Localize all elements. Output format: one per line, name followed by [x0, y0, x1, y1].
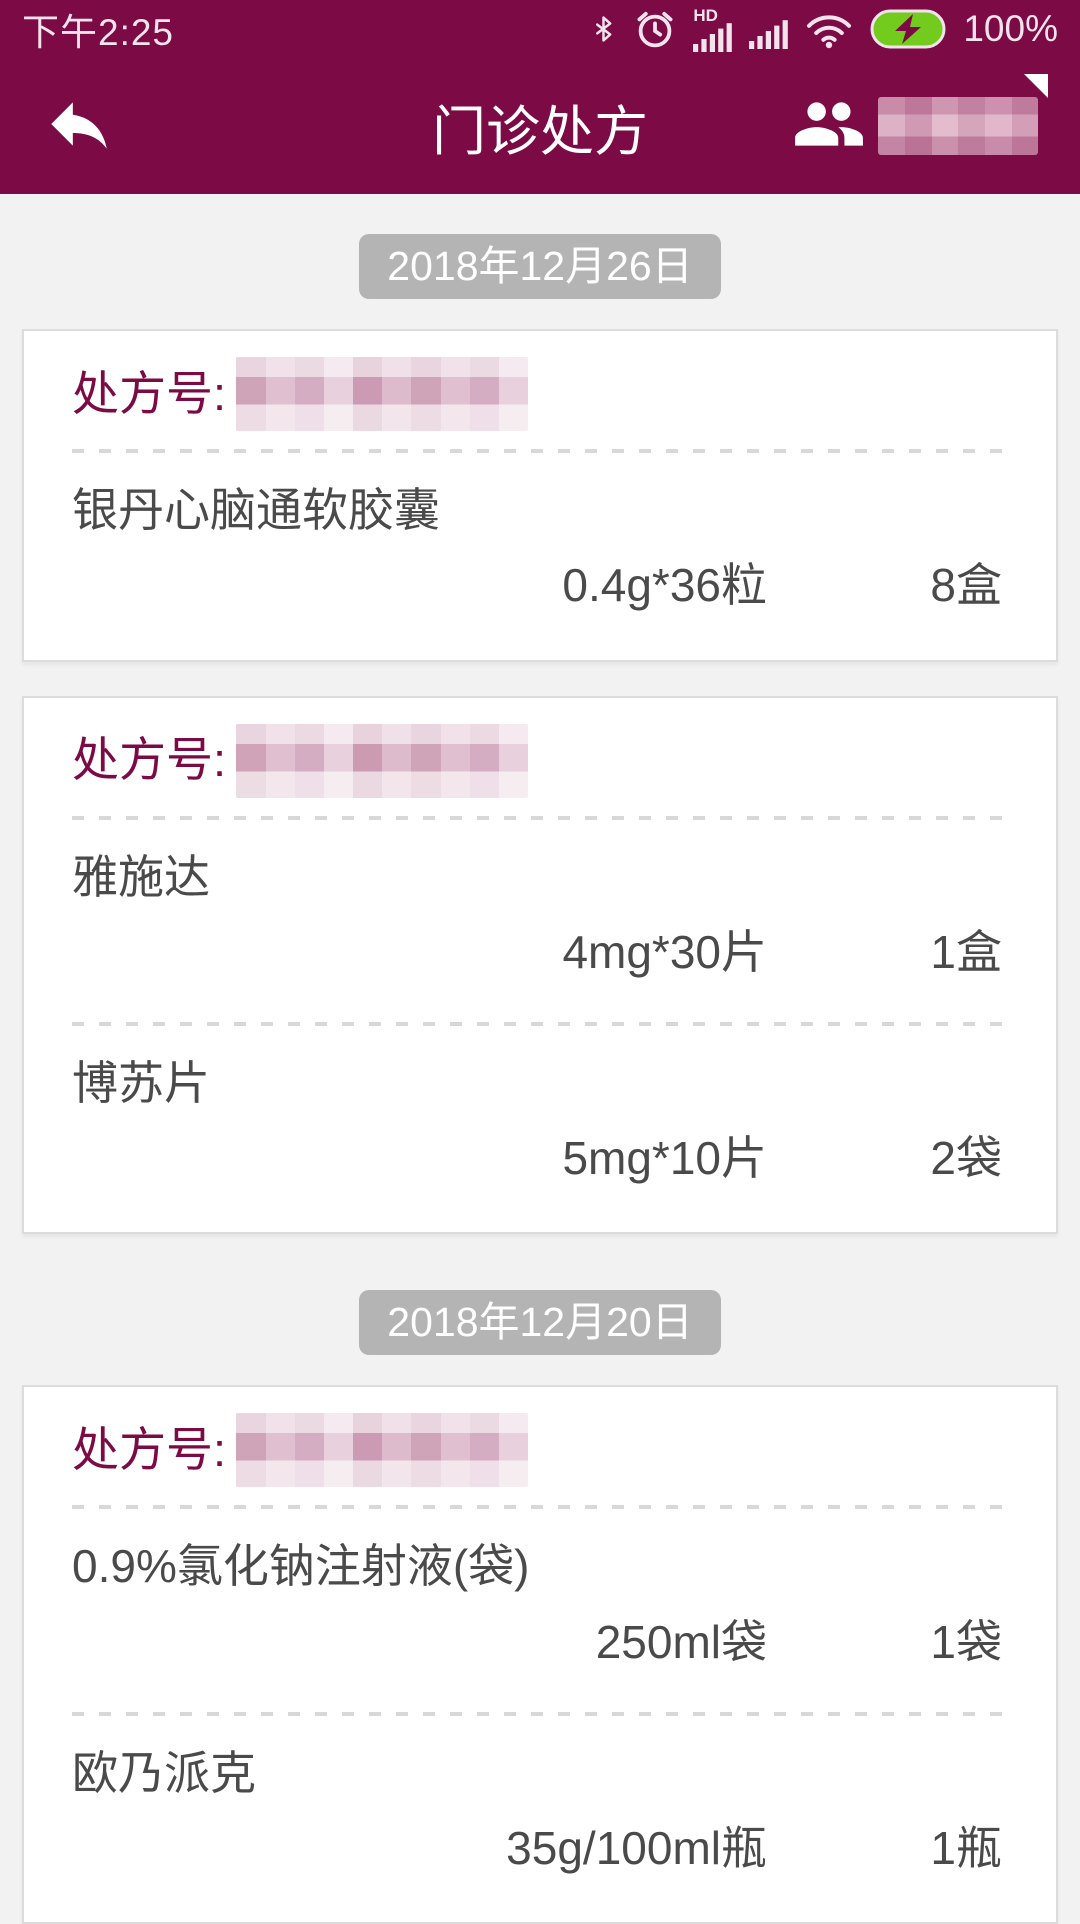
wifi-icon	[805, 9, 853, 49]
medicine-item: 0.9%氯化钠注射液(袋) 250ml袋 1袋	[72, 1509, 1002, 1711]
alarm-icon	[633, 7, 677, 51]
rx-number-redacted	[236, 1413, 529, 1488]
medicine-spec: 250ml袋	[595, 1615, 767, 1668]
people-icon	[792, 87, 866, 166]
medicine-item: 雅施达 4mg*30片 1盒	[72, 820, 1002, 1022]
medicine-item: 欧乃派克 35g/100ml瓶 1瓶	[72, 1716, 1002, 1918]
medicine-quantity: 8盒	[930, 559, 1002, 612]
contacts-button[interactable]	[792, 87, 1038, 166]
medicine-name: 银丹心脑通软胶囊	[72, 484, 440, 537]
medicine-spec: 0.4g*36粒	[562, 559, 767, 612]
status-bar: 下午2:25 HD	[0, 0, 1080, 58]
rx-number-redacted	[236, 723, 529, 798]
medicine-name: 雅施达	[72, 850, 210, 903]
medicine-quantity: 1盒	[930, 925, 1002, 978]
dashed-divider	[72, 1505, 1002, 1510]
prescription-list: 2018年12月26日 处方号: 银丹心脑通软胶囊 0.4g*36粒 8盒 处方…	[0, 234, 1080, 1924]
medicine-spec: 4mg*30片	[562, 925, 767, 978]
dashed-divider	[72, 1711, 1002, 1716]
status-icons: HD	[591, 7, 1058, 52]
signal-icon	[749, 9, 789, 49]
rx-number-row: 处方号:	[72, 698, 1002, 816]
medicine-quantity: 2袋	[930, 1132, 1002, 1185]
rx-number-label: 处方号:	[72, 733, 227, 787]
medicine-item: 博苏片 5mg*10片 2袋	[72, 1026, 1002, 1228]
hd-label: HD	[693, 5, 718, 25]
rx-number-label: 处方号:	[72, 366, 227, 420]
rx-number-row: 处方号:	[72, 1387, 1002, 1505]
medicine-detail-row: 5mg*10片 2袋	[72, 1111, 1002, 1228]
back-button[interactable]	[42, 89, 116, 163]
medicine-detail-row: 0.4g*36粒 8盒	[72, 538, 1002, 655]
medicine-spec: 35g/100ml瓶	[506, 1821, 767, 1874]
app-bar: 门诊处方	[0, 58, 1080, 194]
medicine-quantity: 1瓶	[930, 1821, 1002, 1874]
rx-number-redacted	[236, 357, 529, 432]
medicine-spec: 5mg*10片	[562, 1132, 767, 1185]
rx-number-label: 处方号:	[72, 1423, 227, 1477]
back-arrow-icon	[42, 87, 116, 166]
medicine-name: 0.9%氯化钠注射液(袋)	[72, 1540, 530, 1593]
medicine-quantity: 1袋	[930, 1615, 1002, 1668]
medicine-detail-row: 35g/100ml瓶 1瓶	[72, 1801, 1002, 1918]
dashed-divider	[72, 815, 1002, 820]
bluetooth-icon	[591, 9, 617, 49]
status-time: 下午2:25	[22, 12, 175, 53]
corner-fold-icon	[1024, 74, 1048, 103]
medicine-detail-row: 250ml袋 1袋	[72, 1595, 1002, 1712]
user-name-redacted	[878, 97, 1038, 155]
rx-number-row: 处方号:	[72, 331, 1002, 449]
prescription-card[interactable]: 处方号: 银丹心脑通软胶囊 0.4g*36粒 8盒	[22, 329, 1058, 662]
medicine-detail-row: 4mg*30片 1盒	[72, 905, 1002, 1022]
medicine-item: 银丹心脑通软胶囊 0.4g*36粒 8盒	[72, 453, 1002, 655]
prescription-card[interactable]: 处方号: 雅施达 4mg*30片 1盒 博苏片 5mg*10片 2袋	[22, 695, 1058, 1235]
date-badge: 2018年12月26日	[359, 234, 721, 300]
prescription-card[interactable]: 处方号: 0.9%氯化钠注射液(袋) 250ml袋 1袋 欧乃派克 35g/10…	[22, 1385, 1058, 1924]
battery-percent: 100%	[963, 8, 1058, 49]
hd-signal-icon: HD	[693, 7, 733, 52]
medicine-name: 博苏片	[72, 1056, 210, 1109]
dashed-divider	[72, 449, 1002, 454]
date-badge: 2018年12月20日	[359, 1290, 721, 1356]
dashed-divider	[72, 1021, 1002, 1026]
medicine-name: 欧乃派克	[72, 1746, 256, 1799]
battery-charging-icon	[869, 8, 947, 50]
